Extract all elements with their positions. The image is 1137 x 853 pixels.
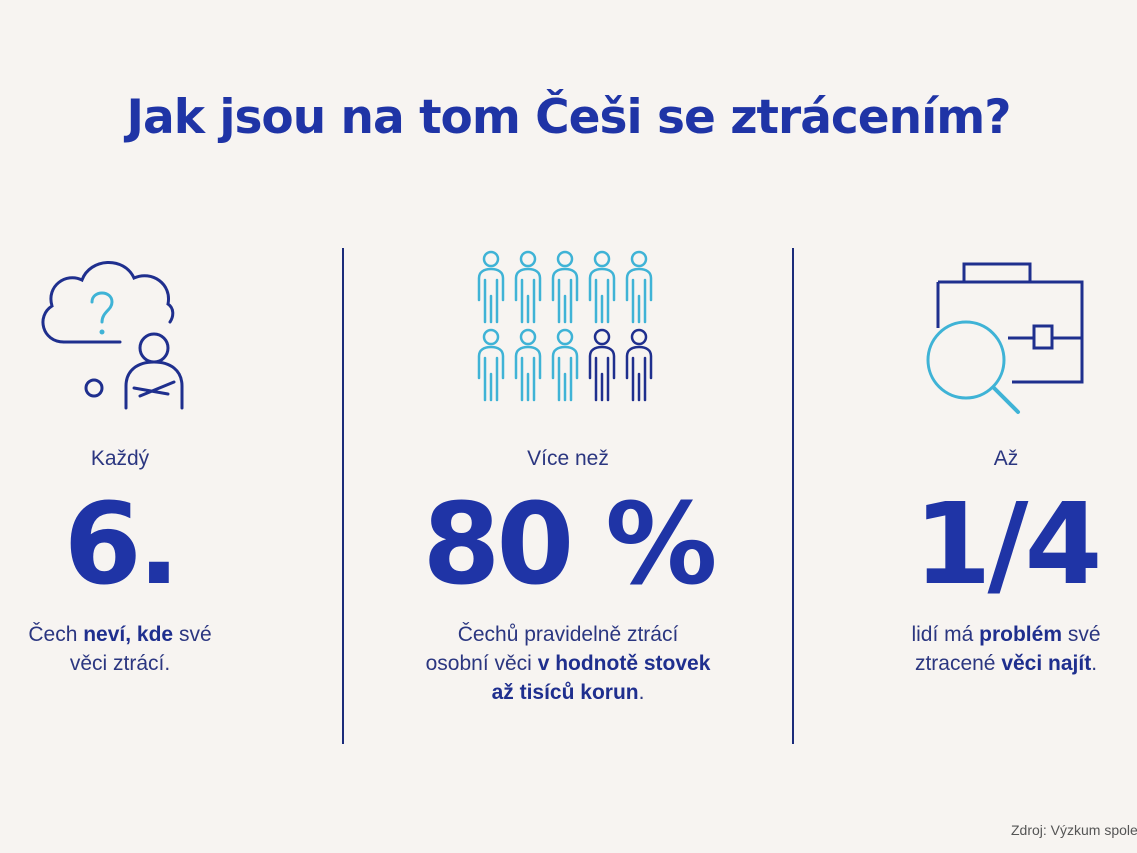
desc-text: věci ztrácí.: [69, 652, 171, 675]
stat-intro-3: Až: [993, 447, 1019, 470]
desc-emphasis: v hodnotě stovek: [537, 652, 711, 675]
column-divider-left: [342, 248, 344, 744]
page-title: Jak jsou na tom Češi se ztrácením?: [126, 90, 1012, 145]
desc-emphasis: věci najít: [1001, 652, 1092, 675]
desc-text: Čechů pravidelně ztrácí: [457, 623, 679, 646]
stat-intro-1: Každý: [90, 447, 150, 470]
desc-text: své: [1062, 623, 1101, 646]
briefcase-search-icon: [926, 258, 1086, 423]
stat-desc-3: lidí má problém své ztracené věci najít.: [694, 620, 1137, 678]
desc-text: lidí má: [911, 623, 980, 646]
person-figure: [588, 328, 616, 402]
desc-emphasis: problém: [979, 623, 1062, 646]
desc-text: ztracené: [914, 652, 1002, 675]
desc-emphasis: až tisíců korun: [491, 681, 639, 704]
person-figure: [477, 250, 505, 324]
person-figure: [477, 328, 505, 402]
desc-text: osobní věci: [425, 652, 538, 675]
person-figure: [625, 250, 653, 324]
thinking-person-icon: [34, 250, 194, 415]
column-divider-right: [792, 248, 794, 744]
desc-text: své: [173, 623, 212, 646]
person-figure: [514, 250, 542, 324]
person-figure: [588, 250, 616, 324]
stat-intro-2: Více než: [527, 447, 609, 470]
stat-value-3: 1/4: [913, 480, 1103, 610]
person-figure: [514, 328, 542, 402]
stat-value-1: 6.: [63, 480, 180, 610]
stat-desc-1: Čech neví, kde své věci ztrácí.: [0, 620, 240, 678]
person-figure: [551, 250, 579, 324]
desc-text: .: [638, 681, 645, 704]
desc-text: .: [1091, 652, 1098, 675]
person-figure: [625, 328, 653, 402]
source-note: Zdroj: Výzkum společ: [1011, 822, 1137, 838]
stat-desc-2: Čechů pravidelně ztrácí osobní věci v hod…: [344, 620, 792, 707]
desc-emphasis: neví, kde: [83, 623, 174, 646]
desc-text: Čech: [28, 623, 84, 646]
stat-value-2: 80 %: [422, 480, 717, 610]
people-group-icon: [476, 250, 660, 411]
person-figure: [551, 328, 579, 402]
